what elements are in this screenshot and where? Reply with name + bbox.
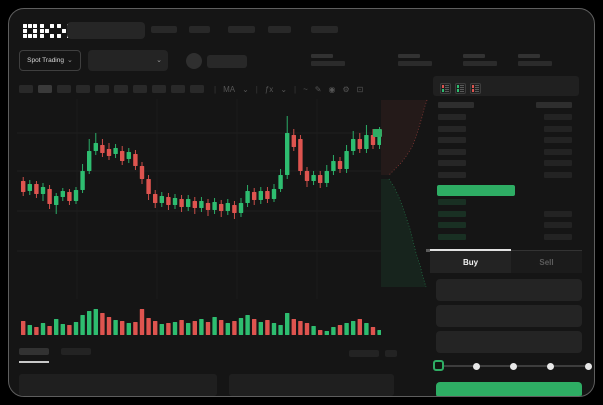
nav-item[interactable] — [151, 26, 177, 33]
orderbook-toolbar — [433, 76, 579, 96]
buy-tab-label: Buy — [462, 257, 479, 267]
book-asks-icon[interactable] — [470, 83, 481, 94]
orderbook-bid-amount — [544, 222, 572, 229]
timeframe-button[interactable] — [190, 85, 204, 93]
chart-footer-tab[interactable] — [19, 348, 49, 355]
timeframe-button[interactable] — [114, 85, 128, 93]
slider-stop-dot[interactable] — [547, 363, 555, 370]
tab-buy[interactable]: Buy — [430, 251, 511, 273]
slider-stop-dot[interactable] — [472, 363, 480, 370]
divider: | — [294, 84, 297, 94]
amount-field[interactable] — [436, 305, 582, 327]
chevron-down-icon: ⌄ — [66, 57, 73, 64]
orderbook-ask-price[interactable] — [438, 137, 466, 144]
orderbook-header-amount — [536, 102, 572, 108]
nav-item[interactable] — [228, 26, 255, 33]
timeframe-button[interactable] — [76, 85, 90, 93]
ticker-stat — [463, 54, 503, 68]
depth-chart — [381, 99, 431, 288]
divider: | — [214, 84, 217, 94]
orderbook-ask-amount — [544, 172, 572, 178]
orderbook-header-price — [438, 102, 474, 108]
orderbook-bid-amount — [544, 210, 572, 217]
nav-item[interactable] — [311, 26, 338, 33]
total-field[interactable] — [436, 331, 582, 353]
tab-sell[interactable]: Sell — [511, 251, 582, 273]
camera-icon[interactable]: ◉ — [328, 84, 336, 94]
coin-icon — [186, 53, 202, 69]
orderbook-ask-price[interactable] — [438, 148, 466, 155]
price-field[interactable] — [436, 279, 582, 301]
chevron-down-icon: ⌄ — [156, 57, 162, 64]
chart-tool-icons: | MA ⌄ | ƒx ⌄ | ~ ✎ ◉ ⚙ ⊡ — [214, 81, 363, 97]
active-tab-underline — [19, 361, 49, 363]
pair-action-button[interactable] — [207, 55, 247, 68]
orderbook-rows — [430, 101, 582, 243]
chevron-down-icon[interactable]: ⌄ — [242, 84, 249, 94]
timeframe-button[interactable] — [38, 85, 52, 93]
timeframe-button[interactable] — [95, 85, 109, 93]
nav-item[interactable] — [268, 26, 291, 33]
timeframe-button[interactable] — [171, 85, 185, 93]
orderbook-ask-amount — [544, 114, 572, 120]
orderbook-ask-price[interactable] — [438, 172, 466, 178]
orderbook-ask-price[interactable] — [438, 114, 466, 120]
ticker-stat — [398, 54, 438, 68]
ticker-stat — [311, 54, 351, 68]
chart-footer-tab[interactable] — [61, 348, 91, 355]
indicators-icon[interactable]: ƒx — [264, 84, 274, 94]
active-tab-indicator — [430, 249, 511, 251]
orderbook-bid-amount — [544, 233, 572, 240]
settings-icon[interactable]: ⚙ — [342, 84, 350, 94]
last-price-tag — [373, 129, 382, 137]
search-input[interactable] — [67, 22, 145, 39]
orderbook-ask-amount — [544, 148, 572, 155]
tab-divider — [511, 250, 582, 251]
orderbook-ask-amount — [544, 160, 572, 167]
divider: | — [255, 84, 258, 94]
book-combined-icon[interactable] — [440, 83, 451, 94]
orderbook-bid-price[interactable] — [438, 222, 466, 229]
ticker-stat — [518, 54, 558, 68]
timeframe-buttons — [19, 85, 204, 93]
chart-footer-control[interactable] — [385, 350, 397, 357]
orderbook-bid-price[interactable] — [438, 210, 466, 217]
chevron-down-icon[interactable]: ⌄ — [280, 84, 288, 94]
candlestick-chart[interactable] — [17, 99, 381, 299]
orderbook-bid-price[interactable] — [438, 233, 466, 240]
orderbook-last-price[interactable] — [437, 185, 515, 196]
market-type-dropdown[interactable]: Spot Trading ⌄ — [19, 50, 81, 71]
timeframe-button[interactable] — [57, 85, 71, 93]
orderbook-ask-price[interactable] — [438, 160, 466, 167]
orderbook-bid-price[interactable] — [438, 199, 466, 205]
okx-logo[interactable] — [23, 23, 71, 39]
bottom-panel-left — [19, 374, 217, 396]
slider-stop-dot[interactable] — [510, 363, 517, 370]
chart-footer-control[interactable] — [349, 350, 379, 357]
orderbook-ask-amount — [544, 125, 572, 132]
timeframe-button[interactable] — [133, 85, 147, 93]
pair-selector-dropdown[interactable]: ⌄ — [88, 50, 168, 71]
bottom-panel-right — [229, 374, 394, 396]
slider-stop-dot[interactable] — [584, 363, 592, 370]
book-bids-icon[interactable] — [455, 83, 466, 94]
draw-icon[interactable]: ✎ — [314, 84, 322, 94]
orderbook-ask-amount — [544, 137, 572, 144]
overlay-label[interactable]: MA — [223, 84, 236, 94]
volume-chart — [21, 309, 381, 335]
sell-tab-label: Sell — [539, 257, 554, 267]
timeframe-button[interactable] — [152, 85, 166, 93]
orderbook-ask-price[interactable] — [438, 125, 466, 132]
market-type-label: Spot Trading — [27, 57, 64, 64]
timeframe-button[interactable] — [19, 85, 33, 93]
app-window: Spot Trading ⌄ ⌄ | MA ⌄ | ƒx ⌄ | ~ ✎ ◉ ⚙ ⊡ — [8, 8, 595, 397]
line-tool-icon[interactable]: ~ — [303, 84, 308, 94]
amount-slider-handle[interactable] — [433, 360, 444, 371]
fullscreen-icon[interactable]: ⊡ — [356, 84, 364, 94]
nav-item[interactable] — [189, 26, 210, 33]
buy-submit-button[interactable] — [436, 382, 582, 396]
